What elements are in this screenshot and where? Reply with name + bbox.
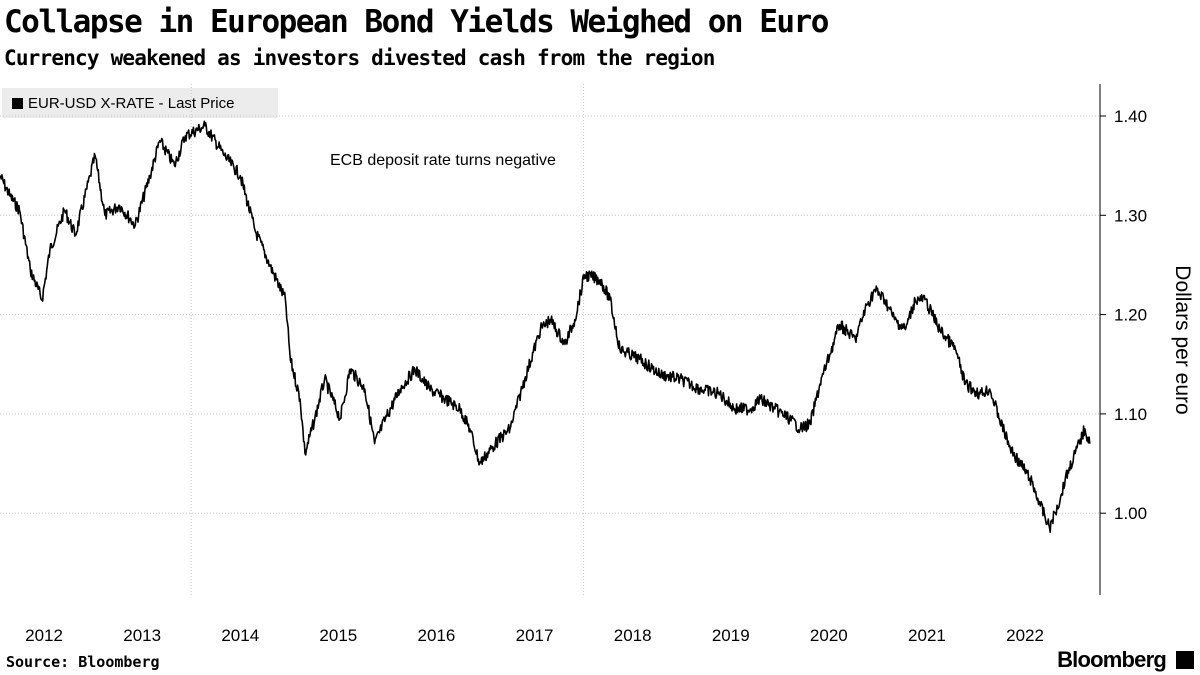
y-tick-label: 1.20 — [1114, 306, 1147, 325]
legend: EUR-USD X-RATE - Last Price — [2, 88, 278, 118]
x-tick-label: 2021 — [908, 626, 946, 645]
y-tick-label: 1.10 — [1114, 405, 1147, 424]
x-tick-label: 2016 — [418, 626, 456, 645]
y-tick-label: 1.30 — [1114, 206, 1147, 225]
x-tick-label: 2020 — [810, 626, 848, 645]
source-note: Source: Bloomberg — [6, 653, 160, 671]
chart-title: Collapse in European Bond Yields Weighed… — [4, 4, 829, 40]
bloomberg-logo-icon — [1176, 651, 1194, 669]
y-axis-label: Dollars per euro — [1171, 265, 1194, 414]
x-tick-label: 2012 — [25, 626, 63, 645]
eur-usd-series-line — [0, 120, 1091, 533]
x-tick-label: 2018 — [614, 626, 652, 645]
legend-swatch — [12, 97, 23, 109]
legend-label: EUR-USD X-RATE - Last Price — [28, 94, 235, 112]
x-tick-label: 2015 — [319, 626, 357, 645]
x-tick-label: 2014 — [221, 626, 259, 645]
x-tick-label: 2013 — [123, 626, 161, 645]
chart-subtitle: Currency weakened as investors divested … — [4, 46, 715, 70]
annotation: ECB deposit rate turns negative — [330, 152, 556, 169]
y-tick-label: 1.00 — [1114, 504, 1147, 523]
x-tick-label: 2022 — [1006, 626, 1044, 645]
y-tick-label: 1.40 — [1114, 107, 1147, 126]
x-tick-label: 2019 — [712, 626, 750, 645]
x-tick-label: 2017 — [516, 626, 554, 645]
bloomberg-logo: Bloomberg — [1057, 647, 1167, 672]
